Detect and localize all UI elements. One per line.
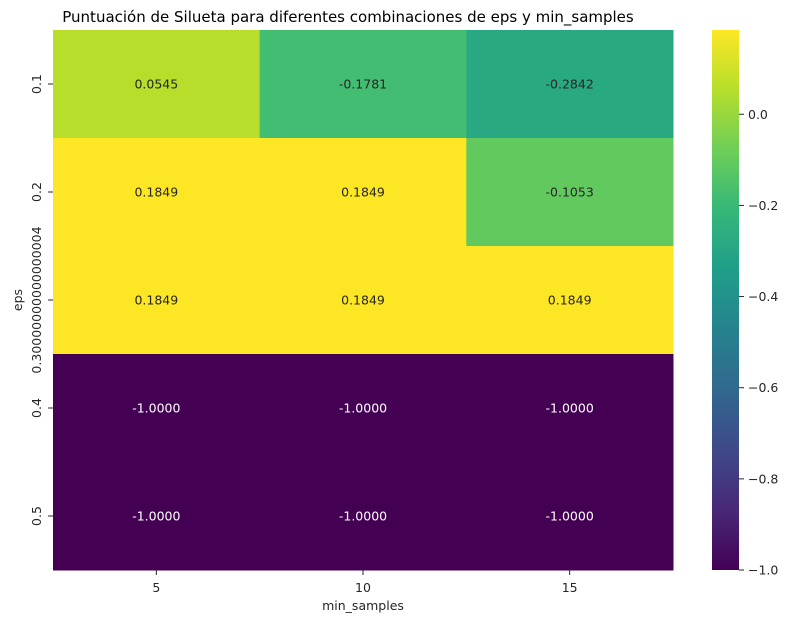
- heatmap-cell: [53, 462, 261, 571]
- cell-value-label: -0.2842: [546, 77, 594, 92]
- colorbar-ticks: 0.0 −0.2 −0.4 −0.6 −0.8 −1.0: [739, 107, 778, 578]
- colorbar-tick-label: −0.2: [748, 198, 778, 213]
- heatmap-cell: [466, 138, 674, 247]
- cell-value-label: 0.1849: [341, 185, 385, 200]
- colorbar-tick-label: 0.0: [748, 107, 768, 122]
- cell-value-label: 0.1849: [341, 293, 385, 308]
- colorbar-tick-label: −0.4: [748, 289, 778, 304]
- chart-title: Puntuación de Silueta para diferentes co…: [62, 8, 634, 27]
- colorbar-tick-label: −0.6: [748, 380, 778, 395]
- heatmap-cell: [466, 354, 674, 463]
- heatmap-cell: [466, 246, 674, 355]
- cell-value-label: 0.1849: [134, 185, 178, 200]
- heatmap-cell: [259, 138, 467, 247]
- y-tick-label: 0.1: [29, 74, 44, 94]
- cell-value-label: 0.0545: [134, 77, 178, 92]
- heatmap-cell: [53, 246, 261, 355]
- y-tick-label: 0.4: [29, 398, 44, 418]
- x-tick-label: 10: [355, 580, 371, 595]
- x-tick-label: 5: [152, 580, 160, 595]
- cell-value-label: -1.0000: [132, 509, 180, 524]
- heatmap-cell: [259, 462, 467, 571]
- cell-value-label: -0.1781: [339, 77, 387, 92]
- cell-value-label: -1.0000: [339, 509, 387, 524]
- colorbar-tick-label: −1.0: [748, 563, 778, 578]
- cell-value-label: -1.0000: [546, 509, 594, 524]
- x-axis-label: min_samples: [322, 598, 404, 613]
- colorbar-gradient: [712, 30, 739, 570]
- cell-value-label: 0.1849: [548, 293, 592, 308]
- heatmap-cell: [259, 30, 467, 139]
- y-tick-label: 0.5: [29, 506, 44, 526]
- cell-value-label: 0.1849: [134, 293, 178, 308]
- heatmap-cells: 0.0545 -0.1781 -0.2842 0.1849 0.1849 -0.1053 0…: [53, 30, 674, 571]
- cell-value-label: -1.0000: [546, 401, 594, 416]
- y-axis-label: eps: [10, 289, 25, 311]
- x-axis-ticks: 5 10 15: [152, 570, 578, 595]
- y-tick-label: 0.30000000000000004: [29, 226, 44, 373]
- y-tick-label: 0.2: [29, 182, 44, 202]
- heatmap-cell: [53, 138, 261, 247]
- heatmap-cell: [53, 30, 261, 139]
- cell-value-label: -1.0000: [132, 401, 180, 416]
- heatmap-cell: [466, 462, 674, 571]
- heatmap-cell: [259, 246, 467, 355]
- heatmap-cell: [466, 30, 674, 139]
- x-tick-label: 15: [562, 580, 578, 595]
- heatmap-cell: [259, 354, 467, 463]
- heatmap-cell: [53, 354, 261, 463]
- colorbar: 0.0 −0.2 −0.4 −0.6 −0.8 −1.0: [712, 30, 778, 578]
- colorbar-tick-label: −0.8: [748, 471, 778, 486]
- cell-value-label: -0.1053: [546, 185, 594, 200]
- cell-value-label: -1.0000: [339, 401, 387, 416]
- y-axis-ticks: 0.1 0.2 0.30000000000000004 0.4 0.5: [29, 74, 53, 526]
